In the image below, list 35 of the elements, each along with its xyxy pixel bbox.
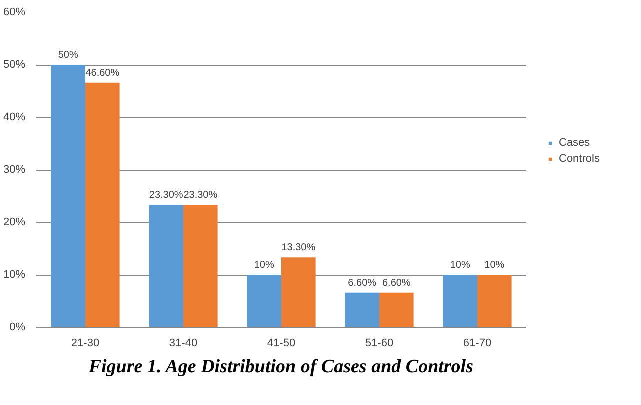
data-label: 6.60% [382,278,411,289]
bar [443,275,478,328]
bar [345,292,380,328]
y-tick-label: 0% [10,322,26,334]
bar [86,82,120,328]
y-tick-label: 30% [3,164,26,176]
bar [380,292,414,328]
y-tick-label: 50% [3,59,26,71]
bar [478,275,512,328]
y-tick-label: 60% [3,6,26,18]
x-tick-label: 51-60 [365,338,394,350]
bar [51,65,86,328]
data-label: 10% [484,260,505,271]
data-label: 10% [254,260,274,271]
data-label: 46.60% [86,68,120,79]
bar [149,205,184,328]
bar [282,258,316,328]
x-tick-label: 41-50 [267,338,296,350]
data-label: 13.30% [282,242,316,254]
y-tick-label: 10% [3,269,26,281]
data-label: 50% [58,50,78,61]
data-label: 23.30% [149,190,184,202]
bar [184,205,218,328]
legend-label: Controls [559,153,600,165]
y-tick-label: 20% [3,216,26,228]
x-tick-label: 21-30 [71,338,100,350]
x-tick-label: 61-70 [463,338,492,350]
data-label: 6.60% [348,278,377,289]
x-tick-label: 31-40 [169,338,198,350]
bar [247,275,282,328]
data-label: 23.30% [184,190,218,202]
data-label: 10% [450,260,470,271]
y-tick-label: 40% [3,112,26,124]
legend-label: Cases [559,137,590,149]
text: Figure 1. Age Distribution of Cases and Controls [88,356,474,378]
